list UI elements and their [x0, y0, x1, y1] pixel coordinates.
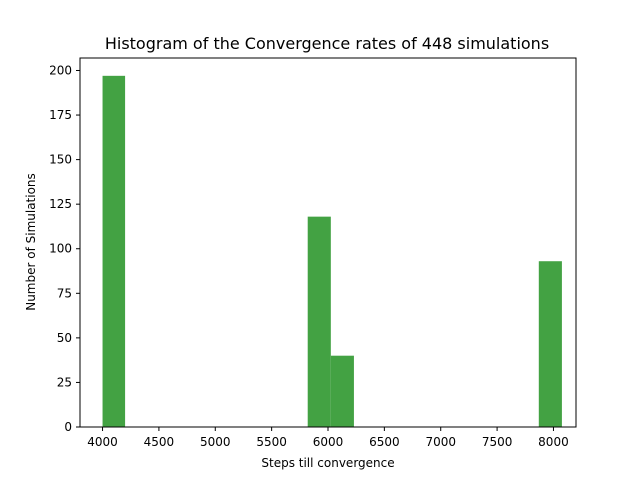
x-tick-label: 6500 — [369, 435, 400, 449]
histogram-bar — [102, 75, 126, 428]
histogram-bar — [307, 216, 331, 427]
x-tick-label: 5500 — [256, 435, 287, 449]
x-tick-label: 7500 — [482, 435, 513, 449]
x-tick-label: 5000 — [200, 435, 231, 449]
y-axis-ticks: 0 25 50 75 100 125 150 175 200 — [49, 63, 80, 434]
x-axis-label: Steps till convergence — [261, 456, 394, 470]
y-tick-label: 200 — [49, 63, 72, 77]
y-tick-label: 75 — [57, 286, 72, 300]
x-tick-label: 4500 — [144, 435, 175, 449]
y-tick-label: 150 — [49, 153, 72, 167]
histogram-bar — [538, 261, 562, 427]
x-tick-label: 7000 — [425, 435, 456, 449]
y-tick-label: 0 — [64, 420, 72, 434]
x-tick-label: 6000 — [313, 435, 344, 449]
y-tick-label: 25 — [57, 375, 72, 389]
plot-frame — [79, 57, 577, 428]
y-tick-label: 100 — [49, 242, 72, 256]
x-tick-label: 4000 — [87, 435, 118, 449]
y-axis-label: Number of Simulations — [24, 173, 38, 311]
x-tick-label: 8000 — [538, 435, 569, 449]
x-axis-ticks: 4000 4500 5000 5500 6000 6500 7000 7500 8000 — [87, 427, 569, 449]
histogram-bar — [330, 355, 354, 427]
y-tick-label: 125 — [49, 197, 72, 211]
y-tick-label: 175 — [49, 108, 72, 122]
chart-title: Histogram of the Convergence rates of 44… — [105, 34, 549, 53]
y-tick-label: 50 — [57, 331, 72, 345]
bars-group — [102, 75, 562, 428]
